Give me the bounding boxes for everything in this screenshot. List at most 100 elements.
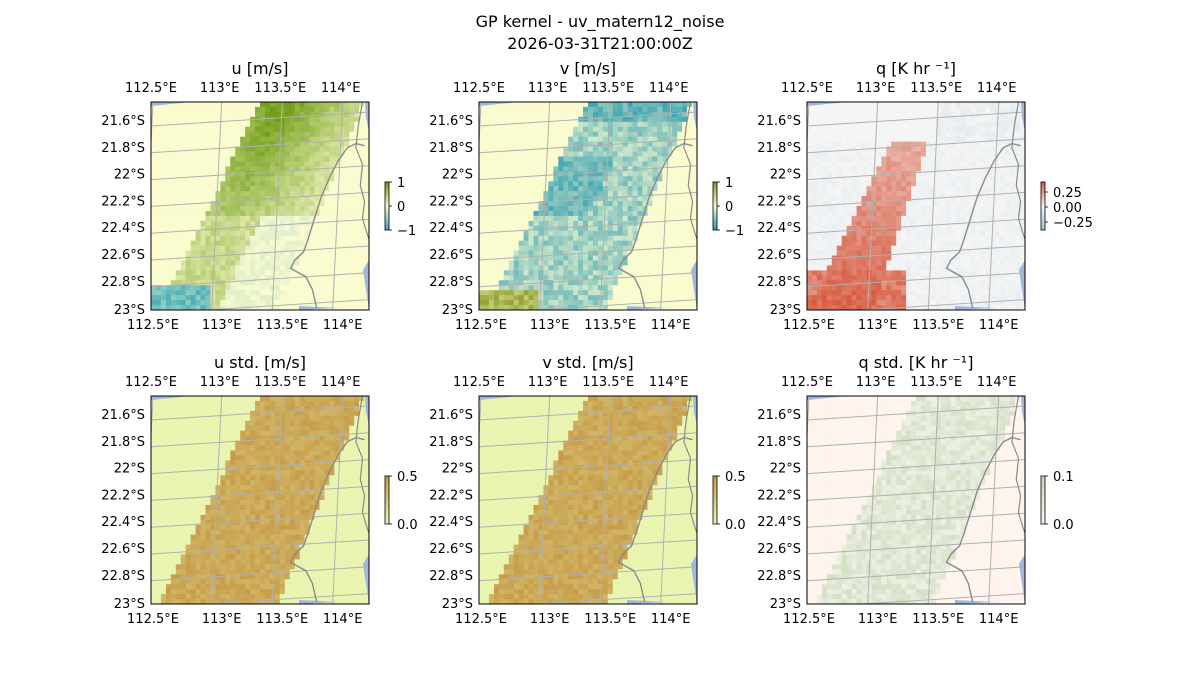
- heatmap-cell: [235, 206, 241, 212]
- heatmap-cell: [160, 215, 167, 222]
- heatmap-cell: [165, 230, 172, 237]
- heatmap-cell: [647, 250, 653, 256]
- heatmap-cell: [891, 220, 897, 227]
- heatmap-cell: [240, 111, 246, 118]
- heatmap-cell: [617, 186, 624, 192]
- heatmap-cell: [334, 171, 340, 177]
- heatmap-cell: [205, 290, 211, 296]
- heatmap-cell: [955, 171, 961, 177]
- heatmap-cell: [568, 176, 574, 182]
- heatmap-cell: [190, 186, 196, 192]
- heatmap-cell: [533, 275, 539, 281]
- heatmap-cell: [528, 151, 534, 157]
- heatmap-cell: [558, 225, 564, 232]
- heatmap-cell: [190, 166, 196, 172]
- heatmap-cell: [856, 102, 862, 108]
- heatmap-cell: [528, 295, 534, 301]
- heatmap-cell: [240, 225, 246, 232]
- heatmap-cell: [175, 215, 182, 222]
- heatmap-cell: [627, 245, 633, 251]
- heatmap-cell: [528, 106, 534, 113]
- heatmap-cell: [637, 250, 643, 256]
- heatmap-cell: [647, 116, 653, 123]
- heatmap-cell: [955, 156, 961, 162]
- heatmap-cell: [309, 181, 315, 187]
- heatmap-cell: [518, 240, 524, 247]
- x-tick-label-top: 113.5°E: [582, 81, 634, 96]
- heatmap-cell: [523, 206, 529, 212]
- heatmap-cell: [205, 265, 211, 271]
- heatmap-cell: [1000, 141, 1006, 147]
- heatmap-cell: [637, 156, 643, 162]
- heatmap-cell: [195, 235, 201, 242]
- heatmap-cell: [508, 290, 515, 296]
- heatmap-cell: [299, 171, 305, 177]
- heatmap-cell: [662, 116, 668, 123]
- heatmap-cell: [578, 166, 584, 172]
- heatmap-cell: [354, 111, 360, 118]
- heatmap-cell: [816, 210, 823, 217]
- heatmap-cell: [319, 235, 325, 242]
- heatmap-cell: [906, 196, 912, 202]
- heatmap-cell: [493, 106, 500, 113]
- heatmap-cell: [871, 121, 877, 128]
- heatmap-cell: [652, 215, 658, 222]
- heatmap-cell: [901, 151, 907, 157]
- heatmap-cell: [279, 146, 286, 152]
- heatmap-cell: [528, 285, 534, 291]
- heatmap-cell: [289, 235, 296, 242]
- heatmap-cell: [533, 136, 539, 143]
- heatmap-cell: [647, 141, 653, 147]
- heatmap-cell: [215, 116, 221, 123]
- heatmap-cell: [533, 196, 539, 202]
- heatmap-cell: [518, 141, 524, 147]
- heatmap-cell: [990, 126, 996, 133]
- heatmap-cell: [523, 275, 529, 281]
- heatmap-cell: [364, 131, 369, 138]
- heatmap-cell: [488, 191, 495, 197]
- heatmap-cell: [274, 305, 281, 310]
- heatmap-cell: [483, 230, 490, 237]
- heatmap-cell: [294, 201, 301, 207]
- heatmap-cell: [498, 106, 505, 113]
- heatmap-cell: [662, 275, 668, 281]
- heatmap-cell: [488, 265, 495, 271]
- heatmap-cell: [165, 201, 172, 207]
- heatmap-cell: [180, 230, 187, 237]
- heatmap-cell: [617, 146, 624, 152]
- heatmap-cell: [841, 111, 848, 118]
- heatmap-cell: [876, 126, 882, 133]
- heatmap-cell: [493, 131, 500, 138]
- heatmap-cell: [970, 136, 976, 143]
- heatmap-cell: [334, 166, 340, 172]
- heatmap-cell: [871, 220, 877, 227]
- heatmap-cell: [856, 161, 862, 167]
- heatmap-cell: [563, 131, 569, 138]
- heatmap-cell: [314, 102, 320, 108]
- heatmap-cell: [955, 102, 961, 108]
- heatmap-cell: [1005, 220, 1011, 227]
- heatmap-cell: [314, 220, 320, 227]
- heatmap-cell: [339, 300, 345, 306]
- heatmap-cell: [687, 126, 693, 133]
- heatmap-cell: [284, 186, 291, 192]
- heatmap-cell: [155, 270, 162, 276]
- heatmap-cell: [230, 280, 236, 286]
- heatmap-cell: [354, 102, 360, 108]
- heatmap-cell: [637, 151, 643, 157]
- heatmap-cell: [170, 191, 177, 197]
- heatmap-cell: [508, 230, 515, 237]
- heatmap-cell: [687, 285, 693, 291]
- heatmap-cell: [891, 106, 897, 113]
- heatmap-cell: [543, 131, 549, 138]
- heatmap-cell: [284, 230, 291, 237]
- heatmap-cell: [558, 156, 564, 162]
- heatmap-cell: [488, 156, 495, 162]
- heatmap-cell: [225, 295, 231, 301]
- heatmap-cell: [349, 171, 355, 177]
- heatmap-cell: [1010, 102, 1016, 108]
- heatmap-cell: [647, 156, 653, 162]
- heatmap-cell: [548, 116, 554, 123]
- heatmap-cell: [235, 121, 241, 128]
- heatmap-cell: [841, 166, 848, 172]
